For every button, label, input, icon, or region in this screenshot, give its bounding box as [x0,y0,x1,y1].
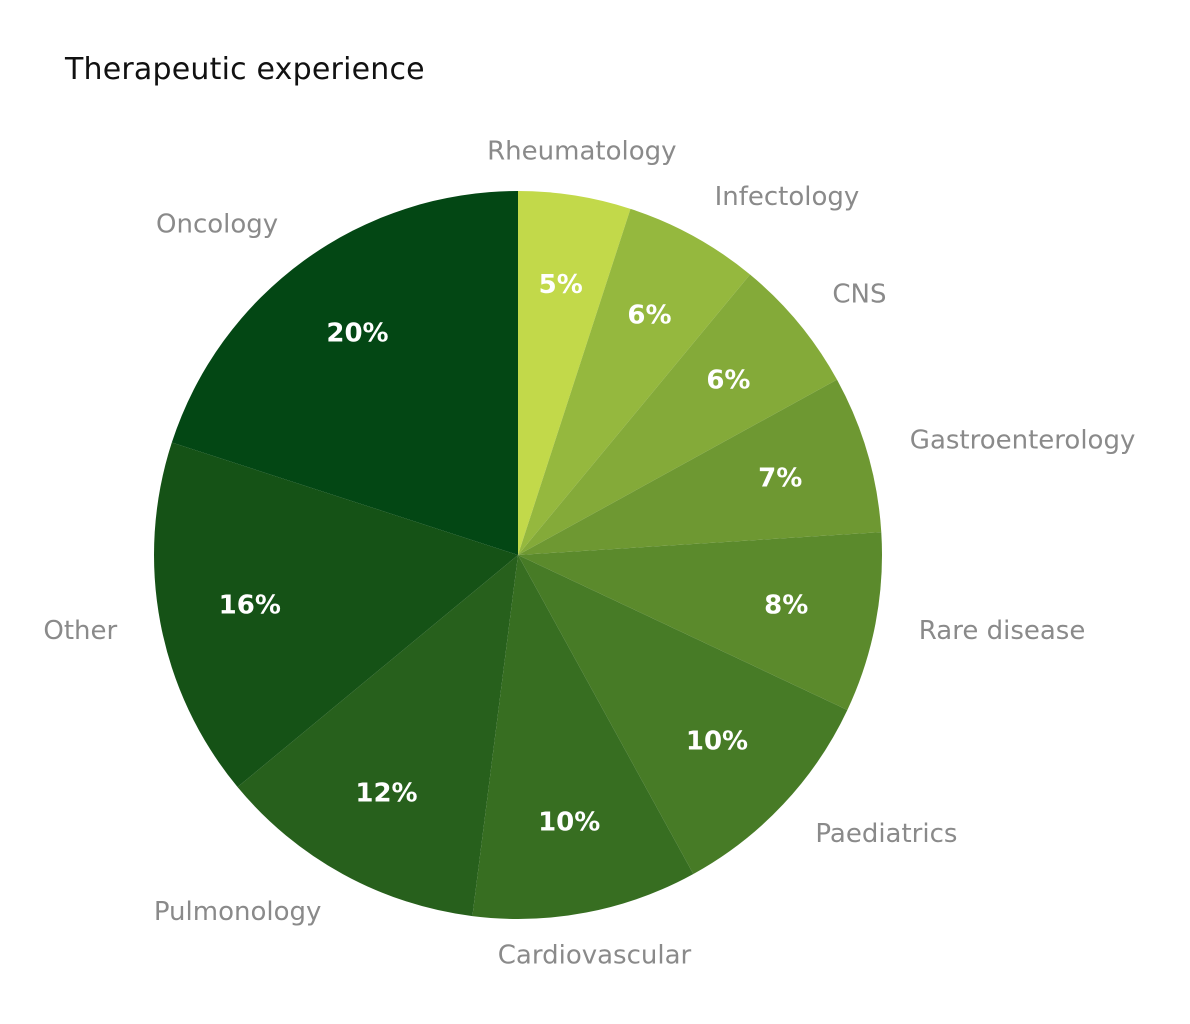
category-label: Rheumatology [487,137,676,167]
percent-label: 6% [706,366,750,396]
pie-slice-gastroenterology [518,379,882,555]
pie-slice-rheumatology [518,191,631,555]
pie-slice-paediatrics [518,555,848,874]
percent-label: 7% [758,463,802,493]
category-label: Cardiovascular [498,940,692,970]
category-label: Gastroenterology [910,426,1136,456]
pie-slice-pulmonology [237,555,518,917]
category-label: Pulmonology [154,897,322,927]
category-label: Rare disease [919,616,1086,646]
chart-title: Therapeutic experience [65,52,425,87]
percent-label: 5% [539,270,583,300]
category-label: Oncology [156,209,278,239]
category-label: Other [43,616,117,646]
category-label: Paediatrics [815,819,957,849]
pie-slice-rare-disease [518,532,882,710]
pie-slice-cns [518,274,837,555]
pie-slice-infectology [518,208,751,555]
percent-label: 12% [355,779,417,809]
percent-label: 16% [219,591,281,621]
percent-label: 10% [538,808,600,838]
percent-labels: 5% 6% 6% 7% 8% 10% 10% 12% 16% 20% [219,270,809,838]
percent-label: 20% [326,319,388,349]
pie-slice-oncology [171,191,518,555]
pie-slice-cardiovascular [472,555,694,920]
pie-slices [154,191,882,920]
category-label: CNS [832,279,886,309]
percent-label: 10% [686,726,748,756]
percent-label: 6% [627,300,671,330]
category-labels: Rheumatology Infectology CNS Gastroenterolo… [43,137,1135,971]
pie-slice-other [154,442,519,788]
percent-label: 8% [764,591,808,621]
category-label: Infectology [715,182,860,212]
